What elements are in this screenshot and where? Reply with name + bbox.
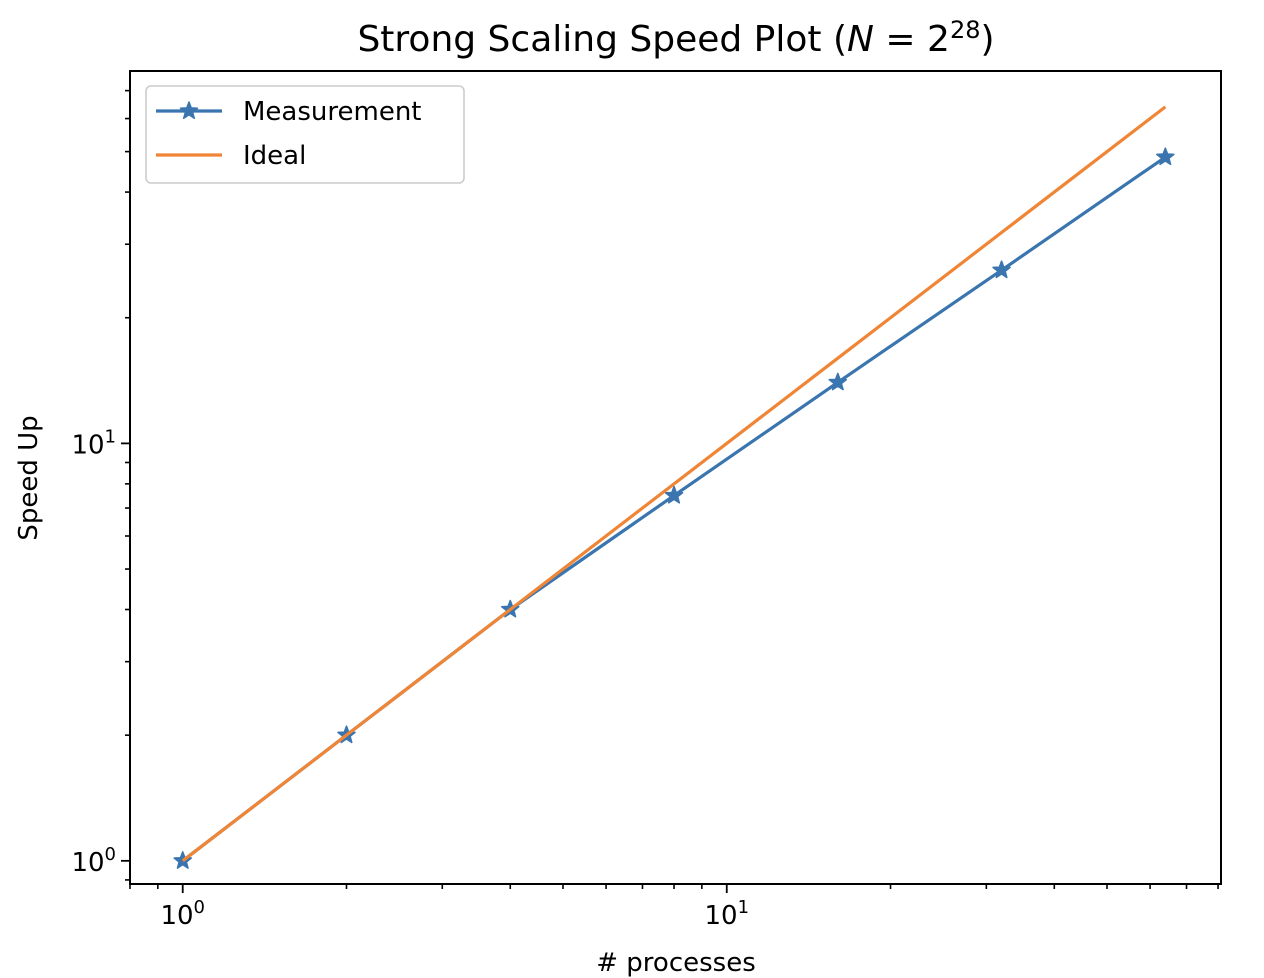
data-point-measurement <box>664 485 684 504</box>
data-point-measurement <box>1156 147 1175 166</box>
x-tick-label: 101 <box>704 897 749 931</box>
plot-area: 100 101 100 101 Measurement Ideal <box>71 70 1222 931</box>
y-axis-label: Speed Up <box>14 415 44 540</box>
x-axis-label: # processes <box>596 948 756 978</box>
x-tick-label: 100 <box>160 897 205 931</box>
legend-label-measurement: Measurement <box>243 97 422 127</box>
legend-box <box>145 85 465 184</box>
y-tick-label: 100 <box>71 844 116 878</box>
data-point-measurement <box>992 260 1011 279</box>
y-tick-label: 101 <box>71 426 116 460</box>
chart-title: Strong Scaling Speed Plot (N = 228) <box>357 16 994 60</box>
series-line-ideal <box>181 105 1167 863</box>
legend-marker-measurement <box>179 101 199 120</box>
data-point-measurement <box>828 372 848 391</box>
axes-frame <box>129 70 1222 885</box>
legend-label-ideal: Ideal <box>243 141 306 171</box>
